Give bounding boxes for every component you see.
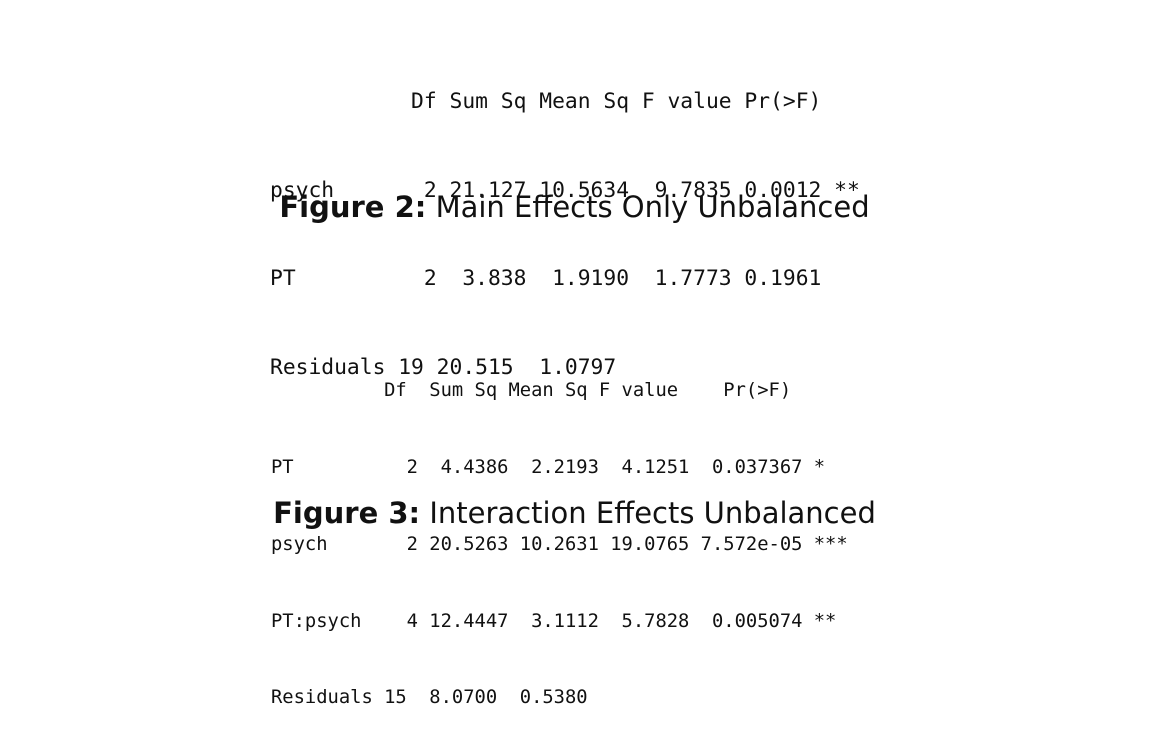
anova-row-residuals: Residuals 19 20.515 1.0797 <box>270 354 835 380</box>
figure-caption-2: Figure 2: Main Effects Only Unbalanced <box>0 190 1149 224</box>
figure-label: Figure 3: <box>273 496 421 530</box>
figure-title: Main Effects Only Unbalanced <box>435 190 870 224</box>
anova-row-psych: psych 2 21.127 10.5634 9.7835 0.0012 ** <box>270 177 860 203</box>
anova-header-row: Df Sum Sq Mean Sq F value Pr(>F) <box>270 89 860 114</box>
figure-caption-3: Figure 3: Interaction Effects Unbalanced <box>0 496 1149 530</box>
figure-label: Figure 2: <box>279 190 427 224</box>
anova-row-psych: psych 2 20.5263 10.2631 19.0765 7.572e-0… <box>271 533 848 555</box>
anova-table-interaction-effects: Df Sum Sq Mean Sq F value Pr(>F) PT 2 4.… <box>271 327 848 737</box>
anova-row-pt-psych: PT:psych 4 12.4447 3.1112 5.7828 0.00507… <box>271 610 848 632</box>
anova-row-pt: PT 2 4.4386 2.2193 4.1251 0.037367 * <box>271 456 848 478</box>
anova-header-row: Df Sum Sq Mean Sq F value Pr(>F) <box>271 380 837 402</box>
figure-title: Interaction Effects Unbalanced <box>429 496 876 530</box>
anova-row-residuals: Residuals 15 8.0700 0.5380 <box>271 687 837 709</box>
anova-row-pt: PT 2 3.838 1.9190 1.7773 0.1961 <box>270 266 860 291</box>
anova-table-main-effects: Df Sum Sq Mean Sq F value Pr(>F) psych 2… <box>270 28 860 412</box>
